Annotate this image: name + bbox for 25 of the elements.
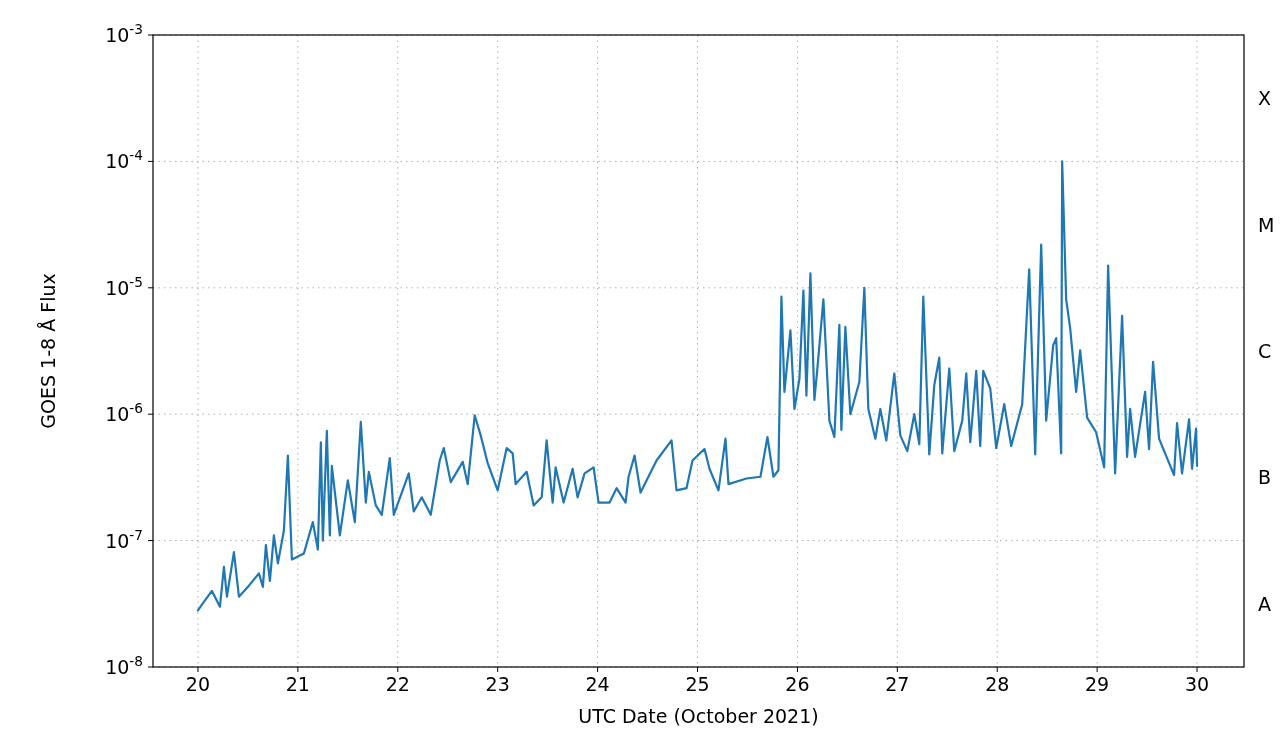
text: A — [1258, 592, 1271, 615]
y-tick-label: 10$^{-8}$ — [105, 653, 143, 678]
x-tick-label: 21 — [285, 673, 310, 695]
y-tick-label: 10$^{-7}$ — [105, 526, 143, 552]
x-tick-label: 24 — [585, 673, 610, 695]
x-tick-label: 23 — [485, 673, 510, 695]
x-tick-label: 27 — [885, 673, 910, 695]
x-tick-label: 29 — [1085, 673, 1110, 695]
x-tick-label: 22 — [385, 673, 410, 695]
x-tick-label: 30 — [1184, 673, 1210, 695]
x-tick-label: 25 — [685, 673, 710, 695]
line-series — [196, 160, 1199, 612]
x-tick-label: 20 — [185, 673, 211, 695]
text: B — [1258, 466, 1272, 489]
y-tick-label: 10$^{-4}$ — [105, 147, 143, 173]
y-tick-label: 10$^{-6}$ — [105, 400, 143, 426]
y-tick-label: 10$^{-5}$ — [105, 273, 143, 299]
text: M — [1258, 213, 1275, 236]
x-axis-title: UTC Date (October 2021) — [578, 705, 819, 727]
y-tick-label: 10$^{-3}$ — [105, 21, 143, 46]
x-tick-label: 28 — [985, 673, 1010, 695]
text: X — [1258, 87, 1272, 110]
y-axis-title: GOES 1-8 Å Flux — [37, 273, 59, 429]
text: C — [1258, 340, 1272, 362]
x-tick-label: 26 — [785, 673, 810, 695]
